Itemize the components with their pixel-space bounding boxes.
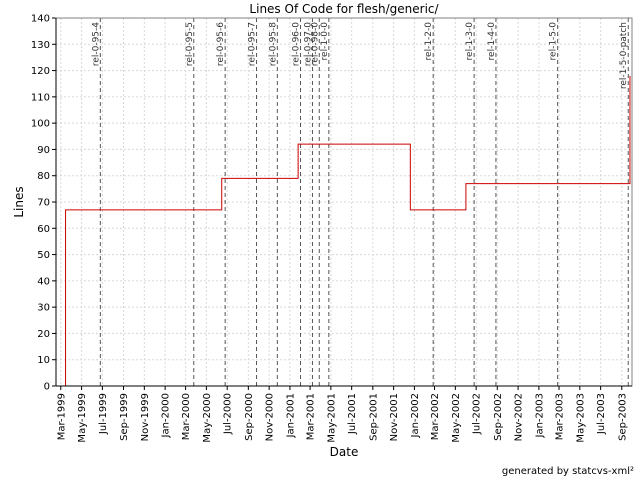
grid-lines (56, 17, 632, 387)
x-tick-label: Jan-2001 (285, 393, 296, 438)
tick-labels: 0 10 20 30 40 50 60 70 80 90 100 110 120 130 140 Mar-19… (31, 14, 628, 443)
x-tick-label: Mar-2001 (306, 393, 317, 440)
release-marker-label: rel-0-97-0 (303, 22, 313, 66)
x-tick-label: Jul-2002 (472, 393, 483, 435)
x-tick-label: Jul-2000 (223, 393, 234, 435)
footer-generated-by: generated by statcvs-xml² (502, 466, 634, 477)
release-marker-label: rel-0-95-4 (91, 22, 101, 66)
x-tick-label: Jan-2002 (410, 393, 421, 438)
x-tick-label: Jul-2003 (596, 393, 607, 435)
y-tick-label: 70 (37, 198, 50, 209)
release-marker-label: rel-0-98-0 (310, 22, 320, 66)
x-tick-label: Mar-2000 (181, 393, 192, 440)
x-tick-label: Sep-2002 (493, 393, 504, 441)
y-tick-label: 0 (44, 382, 50, 393)
x-tick-label: May-2000 (202, 393, 213, 443)
y-tick-label: 140 (31, 14, 50, 25)
x-tick-label: Sep-2001 (368, 393, 379, 441)
release-marker-label: rel-1-0-0 (320, 22, 330, 61)
x-tick-label: Mar-1999 (56, 393, 67, 440)
release-marker-label: rel-0-95-8 (268, 22, 278, 66)
y-tick-label: 120 (31, 66, 50, 77)
x-tick-label: May-2001 (326, 393, 337, 443)
y-tick-label: 10 (37, 355, 50, 366)
x-tick-label: Nov-2002 (514, 393, 525, 441)
x-tick-label: May-1999 (77, 393, 88, 443)
y-tick-label: 60 (37, 224, 50, 235)
y-tick-label: 50 (37, 250, 50, 261)
axes (52, 17, 633, 390)
x-tick-label: Nov-1999 (140, 393, 151, 441)
release-annotations: rel-0-95-4 rel-0-95-5 rel-0-95-6 rel-0-95-7… (91, 18, 629, 386)
release-marker-label: rel-1-3-0 (465, 22, 475, 61)
x-tick-label: Mar-2002 (430, 393, 441, 440)
release-marker-label: rel-1-4-0 (487, 22, 497, 61)
release-marker-label: rel-0-96-0 (292, 22, 302, 66)
y-tick-label: 100 (31, 119, 50, 130)
release-marker-label: rel-1-2-0 (424, 22, 434, 61)
x-tick-label: Jul-1999 (98, 393, 109, 435)
x-tick-label: May-2003 (575, 393, 586, 443)
y-tick-label: 110 (31, 92, 50, 103)
y-tick-label: 40 (37, 276, 50, 287)
x-tick-label: Jul-2001 (347, 393, 358, 435)
series-line (65, 75, 631, 386)
x-tick-label: Mar-2003 (555, 393, 566, 440)
release-marker-label: rel-0-95-6 (216, 22, 226, 66)
y-tick-label: 130 (31, 40, 50, 51)
series-layer (65, 75, 631, 386)
x-tick-label: May-2002 (451, 393, 462, 443)
y-tick-label: 80 (37, 171, 50, 182)
x-tick-label: Sep-2000 (244, 393, 255, 441)
x-tick-label: Sep-2003 (617, 393, 628, 441)
x-tick-label: Nov-2000 (265, 393, 276, 441)
release-marker-label: rel-0-95-7 (248, 22, 258, 66)
release-marker-label: rel-1-5-0 (549, 22, 559, 61)
y-tick-label: 30 (37, 303, 50, 314)
release-marker-label: rel-0-95-5 (185, 22, 195, 66)
y-axis-label: Lines (12, 186, 26, 217)
x-tick-label: Nov-2001 (389, 393, 400, 441)
x-tick-label: Jan-2000 (161, 393, 172, 438)
y-tick-label: 90 (37, 145, 50, 156)
y-tick-label: 20 (37, 329, 50, 340)
x-tick-label: Sep-1999 (119, 393, 130, 441)
x-axis-label: Date (330, 445, 359, 459)
release-marker-label: rel-1-5-0-patch (619, 22, 629, 89)
x-tick-label: Jan-2003 (534, 393, 545, 438)
chart-title: Lines Of Code for flesh/generic/ (249, 2, 439, 16)
